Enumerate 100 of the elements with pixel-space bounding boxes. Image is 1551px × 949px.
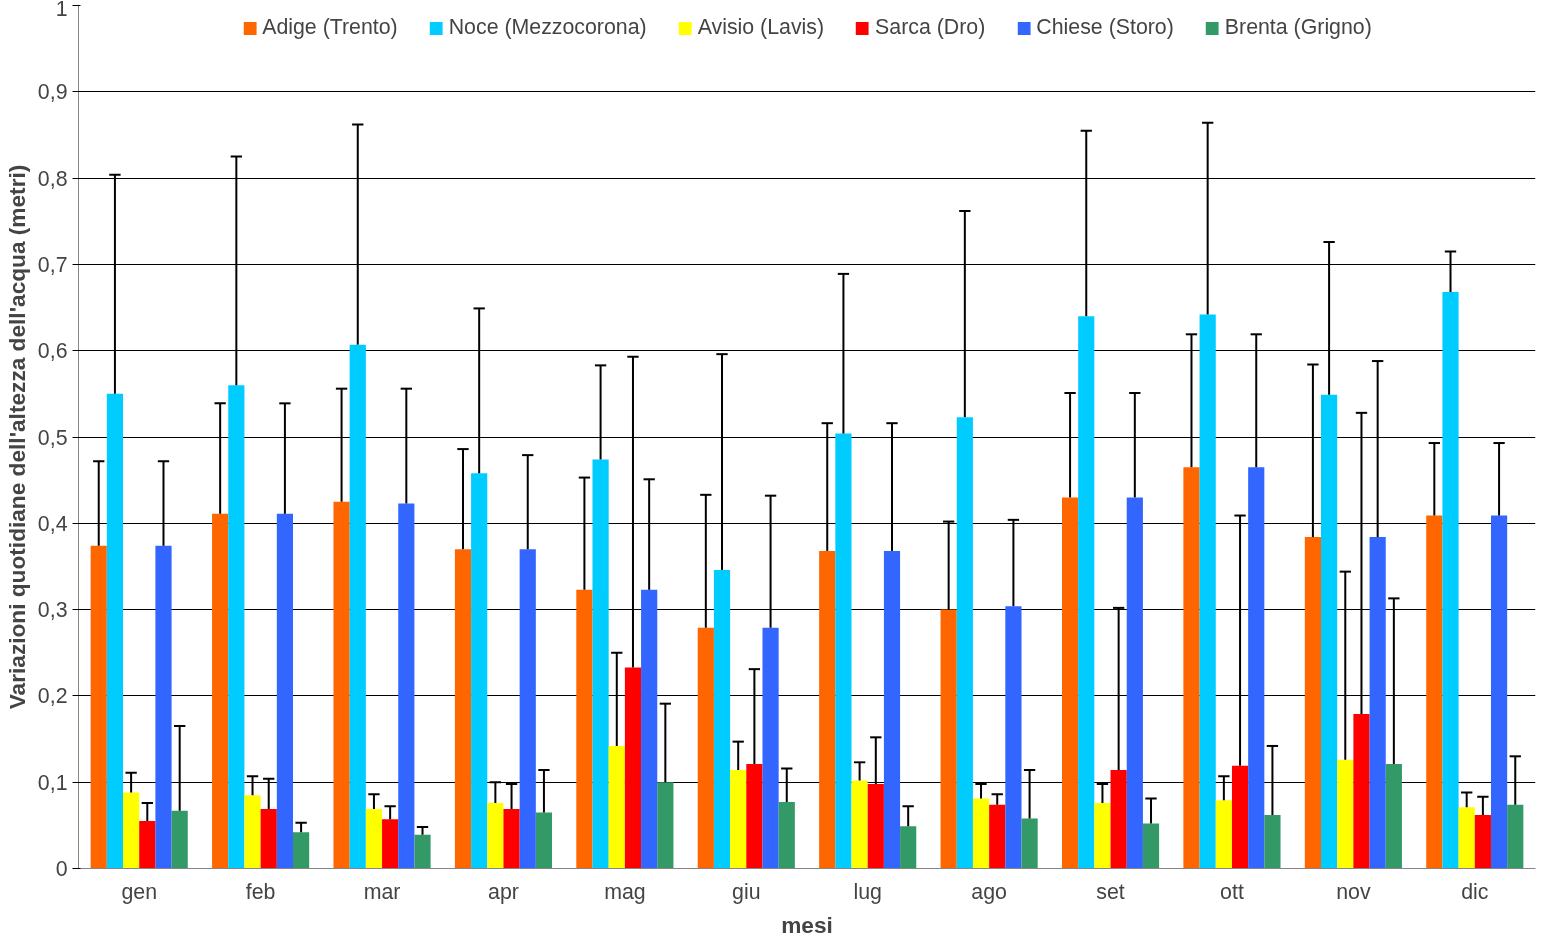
bar xyxy=(1353,714,1370,869)
bar xyxy=(819,550,836,869)
bar xyxy=(608,745,625,869)
bar xyxy=(1490,515,1508,869)
x-tick-label: ago xyxy=(971,879,1007,904)
bar xyxy=(956,417,973,869)
x-tick-label: mar xyxy=(363,879,401,904)
bar xyxy=(155,545,172,869)
bar xyxy=(139,821,156,869)
x-tick-label: gen xyxy=(121,879,158,904)
bar xyxy=(1021,818,1038,869)
x-tick-label: mag xyxy=(604,879,646,904)
bar xyxy=(762,627,779,869)
bar xyxy=(365,808,383,869)
bar xyxy=(972,798,990,869)
bar xyxy=(471,473,488,869)
bar xyxy=(746,764,763,869)
legend-label: Sarca (Dro) xyxy=(875,15,986,40)
bar xyxy=(228,385,245,869)
bar xyxy=(697,627,714,869)
bar xyxy=(641,589,658,869)
bar xyxy=(398,503,415,869)
legend-label: Avisio (Lavis) xyxy=(697,15,825,40)
bar xyxy=(1321,394,1338,869)
bar xyxy=(883,550,901,869)
bar xyxy=(454,549,472,869)
x-tick-label: giu xyxy=(732,879,761,904)
y-tick-label: 0,8 xyxy=(37,166,68,191)
bar xyxy=(713,569,731,869)
bar xyxy=(1005,606,1022,869)
bar xyxy=(1304,537,1321,869)
bar xyxy=(989,804,1006,869)
bar xyxy=(1231,765,1249,869)
bar xyxy=(851,780,868,869)
x-tick-label: feb xyxy=(245,879,276,904)
x-tick-label: ott xyxy=(1220,879,1244,904)
bar xyxy=(1385,764,1402,869)
y-tick-label: 0,6 xyxy=(37,339,68,364)
bar xyxy=(778,802,795,869)
bar xyxy=(535,812,553,869)
bar xyxy=(867,783,884,869)
bar xyxy=(1094,802,1111,869)
bar xyxy=(90,545,107,869)
bar xyxy=(171,810,188,869)
y-tick-label: 0,2 xyxy=(37,684,68,709)
bar xyxy=(940,609,957,869)
bar xyxy=(333,501,350,869)
x-tick-label: set xyxy=(1096,879,1125,904)
bar xyxy=(260,808,277,869)
bar xyxy=(382,819,399,869)
legend-label: Adige (Trento) xyxy=(262,15,398,40)
bar xyxy=(900,826,917,869)
bar xyxy=(1199,314,1216,869)
bar xyxy=(1248,467,1265,869)
bar xyxy=(730,770,747,869)
bar xyxy=(1458,807,1475,869)
bar xyxy=(293,832,310,869)
bar xyxy=(519,549,536,869)
y-axis-title: Variazioni quotidiane dell'altezza dell'acqua (metri) xyxy=(3,164,30,710)
y-tick-label: 0,1 xyxy=(37,770,68,795)
x-tick-label: apr xyxy=(488,879,519,904)
bar xyxy=(1142,823,1160,869)
y-tick-label: 0 xyxy=(55,857,68,881)
bar xyxy=(123,792,140,869)
bar xyxy=(106,393,124,869)
bar xyxy=(1110,770,1127,869)
bar xyxy=(657,782,674,869)
bar xyxy=(1507,804,1524,869)
y-tick-label: 0,4 xyxy=(37,511,68,536)
legend-label: Noce (Mezzocorona) xyxy=(448,15,647,40)
x-tick-label: nov xyxy=(1336,879,1371,904)
bar xyxy=(576,589,593,869)
legend-label: Brenta (Grigno) xyxy=(1224,15,1372,40)
bar xyxy=(1264,814,1281,869)
bar xyxy=(1337,759,1354,869)
bar xyxy=(1426,515,1443,869)
bar xyxy=(835,433,852,869)
bar xyxy=(1474,814,1491,869)
bar xyxy=(1183,467,1200,869)
bar xyxy=(1061,497,1079,869)
bar xyxy=(1215,800,1232,869)
y-tick-label: 0,7 xyxy=(37,252,68,277)
bar xyxy=(349,344,366,869)
bar xyxy=(592,459,609,869)
bar xyxy=(414,834,431,869)
bar xyxy=(1078,316,1095,869)
bar xyxy=(1369,537,1386,869)
bar xyxy=(503,808,520,869)
bar xyxy=(1442,292,1459,869)
y-tick-label: 0,9 xyxy=(37,80,68,105)
legend-label: Chiese (Storo) xyxy=(1036,15,1174,40)
x-tick-label: dic xyxy=(1461,879,1489,904)
bar xyxy=(1126,497,1143,869)
bar xyxy=(624,667,642,869)
bar xyxy=(276,513,293,869)
y-tick-label: 0,5 xyxy=(37,425,68,450)
y-tick-label: 1 xyxy=(55,0,68,21)
x-axis-title: mesi xyxy=(781,911,833,938)
bar xyxy=(487,802,504,869)
y-tick-label: 0,3 xyxy=(37,598,68,623)
